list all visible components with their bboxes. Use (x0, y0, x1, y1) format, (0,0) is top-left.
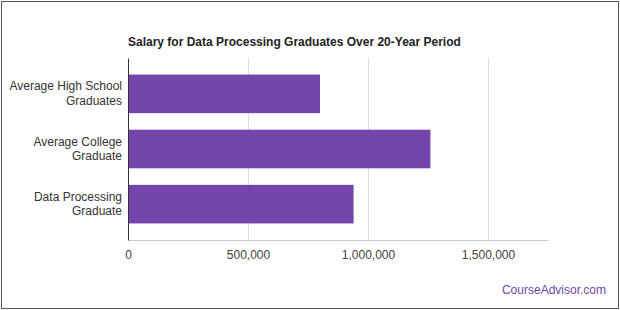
axis-line (129, 240, 549, 241)
tick-label: 1,500,000 (462, 248, 516, 262)
annotation: CourseAdvisor.com (502, 283, 606, 297)
plot: 0 500,000 1,000,000 1,500,000 Average High S… (9, 58, 548, 262)
bar (128, 185, 354, 224)
bars (128, 75, 430, 224)
grid-line (128, 58, 129, 240)
tick-label: Average CollegeGraduate (33, 135, 122, 163)
tick-label: Average High SchoolGraduates (9, 79, 122, 107)
tick: Average CollegeGraduate (33, 135, 128, 163)
tick: Data ProcessingGraduate (34, 190, 128, 218)
title: Salary for Data Processing Graduates Ove… (128, 35, 461, 49)
bar (128, 75, 320, 114)
grid-line (488, 58, 489, 240)
axis-line (128, 59, 129, 241)
tick: Average High SchoolGraduates (9, 79, 128, 107)
frame (2, 2, 619, 309)
tick-label: 500,000 (227, 248, 271, 262)
tick: 1,500,000 (462, 58, 516, 262)
tick-label: 1,000,000 (342, 248, 396, 262)
bar (128, 130, 430, 169)
category-axis: Average High SchoolGraduates Average Coll… (9, 59, 128, 241)
tick-label: 0 (125, 248, 132, 262)
tick-label: Data ProcessingGraduate (34, 190, 122, 218)
value-axis: 0 500,000 1,000,000 1,500,000 (125, 58, 548, 262)
chart: Salary for Data Processing Graduates Ove… (0, 0, 620, 310)
